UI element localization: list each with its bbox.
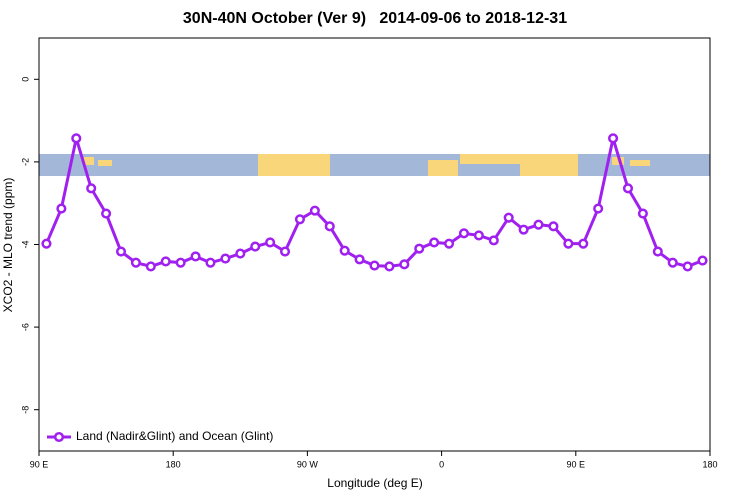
data-point: [309, 205, 320, 216]
data-point: [339, 245, 350, 256]
data-point: [652, 246, 663, 257]
x-tick-label: 0: [439, 459, 444, 469]
chart-title: 30N-40N October (Ver 9) 2014-09-06 to 20…: [183, 10, 567, 27]
y-tick-label: -8: [20, 406, 30, 414]
data-point: [220, 253, 231, 264]
data-point: [458, 228, 470, 239]
data-point: [518, 224, 529, 235]
data-point: [265, 237, 276, 248]
x-axis-label: Longitude (deg E): [327, 476, 422, 490]
data-point: [667, 257, 678, 268]
data-point: [578, 238, 589, 249]
data-point: [175, 257, 186, 268]
data-point: [190, 251, 201, 262]
data-point: [115, 246, 127, 257]
data-point: [384, 261, 395, 272]
data-point: [56, 203, 67, 214]
plot-frame: [38, 37, 711, 452]
data-point: [294, 214, 305, 225]
y-tick-label: -6: [20, 323, 30, 331]
data-point: [354, 254, 365, 265]
data-point: [682, 261, 693, 272]
data-point: [608, 133, 619, 144]
data-point: [622, 183, 634, 194]
x-tick-label: 90 W: [297, 459, 319, 469]
data-point: [444, 238, 455, 249]
data-point: [250, 241, 261, 252]
data-point: [205, 257, 216, 268]
data-point: [563, 238, 574, 249]
data-point: [324, 221, 335, 232]
x-tick-label: 90 E: [30, 459, 49, 469]
data-point: [101, 208, 112, 219]
data-point: [160, 256, 171, 267]
y-tick-label: 0: [20, 77, 30, 82]
map-strip: [39, 154, 710, 176]
x-tick-label: 90 E: [567, 459, 586, 469]
data-point: [637, 208, 648, 219]
data-point: [533, 219, 544, 230]
y-tick-label: -4: [20, 240, 30, 248]
data-point: [130, 257, 141, 268]
data-point: [71, 133, 82, 144]
data-point: [235, 248, 246, 259]
data-point: [593, 203, 604, 214]
y-tick-label: -2: [20, 158, 30, 166]
data-point: [429, 237, 440, 248]
y-axis-label: XCO2 - MLO trend (ppm): [1, 178, 15, 313]
data-point: [86, 183, 97, 194]
data-point: [473, 230, 484, 241]
data-point: [414, 243, 425, 254]
legend-label: Land (Nadir&Glint) and Ocean (Glint): [76, 429, 273, 443]
data-point: [697, 255, 708, 266]
data-point: [279, 246, 291, 257]
data-point: [41, 238, 52, 249]
x-tick-label: 180: [702, 459, 717, 469]
x-tick-label: 180: [166, 459, 181, 469]
data-point: [548, 221, 559, 232]
data-point: [399, 259, 410, 270]
data-point: [369, 260, 380, 271]
data-point: [503, 212, 514, 223]
data-point: [488, 235, 499, 246]
data-point: [145, 261, 156, 272]
legend-marker: [53, 431, 65, 443]
